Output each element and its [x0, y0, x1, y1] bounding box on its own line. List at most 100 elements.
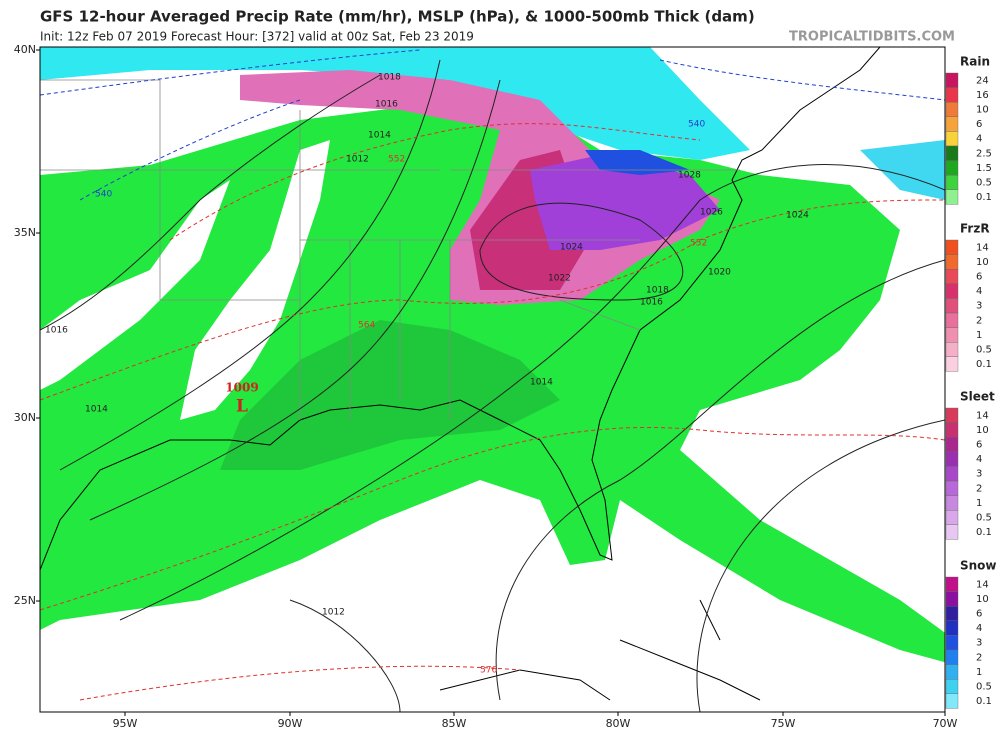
legend-label: 14 — [976, 410, 989, 421]
legend-label: 10 — [976, 425, 989, 436]
legend-label: 10 — [976, 257, 989, 268]
legend-label: 0.1 — [976, 696, 992, 707]
lon-label: 85W — [442, 717, 467, 730]
legend-swatch — [945, 87, 959, 103]
lon-label: 75W — [771, 717, 796, 730]
legend-label: 1.5 — [976, 163, 992, 174]
isobar-label: 1016 — [640, 298, 663, 308]
title: GFS 12-hour Averaged Precip Rate (mm/hr)… — [40, 8, 755, 26]
contour-labels: 1018 1016 1014 1012 552 540 540 1028 102… — [45, 73, 809, 676]
lon-label: 80W — [606, 717, 631, 730]
legend-swatch — [945, 101, 959, 117]
legend-label: 0.5 — [976, 178, 992, 189]
legend-label: 4 — [976, 286, 982, 297]
legend-swatch — [945, 480, 959, 496]
legend-label: 2 — [976, 652, 982, 663]
legend-swatch — [945, 693, 959, 709]
legend-title: Sleet — [960, 390, 995, 404]
thickness-label: 540 — [95, 190, 112, 200]
legend-swatch — [945, 437, 959, 453]
thickness-label: 564 — [358, 321, 375, 331]
legend-label: 16 — [976, 90, 989, 101]
legend-swatch — [945, 495, 959, 511]
isobar-label: 1020 — [708, 268, 731, 278]
legend-swatch — [945, 591, 959, 607]
thickness-label: 540 — [688, 120, 705, 130]
legend-label: 2 — [976, 315, 982, 326]
site-credit: TROPICALTIDBITS.COM — [789, 30, 955, 45]
legend-swatch — [945, 269, 959, 285]
legend-swatch — [945, 145, 959, 161]
thickness-lines-cold — [40, 49, 945, 201]
legend-title: FrzR — [960, 222, 990, 236]
legend-swatch — [945, 451, 959, 467]
legend-title: Snow — [960, 559, 997, 573]
legend-label: 1 — [976, 330, 982, 341]
legend-swatch — [945, 524, 959, 540]
legend-swatch — [945, 649, 959, 665]
isobar-label: 1018 — [646, 286, 669, 296]
legend-swatch — [945, 664, 959, 680]
legend-swatch — [945, 635, 959, 651]
legend-swatch — [945, 679, 959, 695]
legend-label: 4 — [976, 623, 982, 634]
dry-ocean — [790, 340, 945, 540]
thickness-label: 576 — [480, 666, 497, 676]
legend-label: 0.5 — [976, 513, 992, 524]
isobar-label: 1012 — [346, 155, 369, 165]
lat-label: 40N — [14, 43, 36, 56]
legend-swatch — [945, 620, 959, 636]
thickness-lines — [40, 123, 945, 701]
isobar-label: 1014 — [368, 131, 391, 141]
legend-label: 2 — [976, 483, 982, 494]
isobar-label: 1014 — [85, 405, 108, 415]
legend-label: 0.1 — [976, 359, 992, 370]
legend-label: 2.5 — [976, 148, 992, 159]
legend-swatch — [945, 239, 959, 255]
isobars — [40, 59, 945, 712]
lon-label: 70W — [933, 717, 958, 730]
legend-swatch — [945, 510, 959, 526]
coastline — [439, 599, 761, 701]
lat-label: 25N — [14, 594, 36, 607]
legend-label: 14 — [976, 579, 989, 590]
legend-label: 6 — [976, 609, 982, 620]
legend-swatch — [945, 466, 959, 482]
low-pressure-value: 1009 — [225, 381, 258, 395]
sleet-area — [530, 155, 720, 250]
legend-label: 0.1 — [976, 527, 992, 538]
legend-swatch — [945, 356, 959, 372]
legend-label: 6 — [976, 272, 982, 283]
lat-label: 35N — [14, 226, 36, 239]
legend-label: 24 — [976, 75, 989, 86]
coastline — [40, 47, 881, 571]
legend-swatch — [945, 298, 959, 314]
legend-swatch — [945, 606, 959, 622]
low-pressure-symbol: L — [236, 397, 248, 417]
legend-swatch — [945, 174, 959, 190]
legend-label: 1 — [976, 667, 982, 678]
legend-swatch — [945, 312, 959, 328]
map-frame — [39, 46, 946, 713]
isobar-label: 1014 — [530, 378, 553, 388]
subtitle: Init: 12z Feb 07 2019 Forecast Hour: [37… — [40, 30, 474, 44]
legend-swatch — [945, 342, 959, 358]
legend-label: 0.5 — [976, 345, 992, 356]
legend-label: 4 — [976, 134, 982, 145]
legend-swatch — [945, 407, 959, 423]
thickness-label: 552 — [388, 155, 405, 165]
snow-area — [860, 140, 945, 200]
isobar-label: 1024 — [560, 243, 583, 253]
legend-label: 14 — [976, 242, 989, 253]
map: 1018 1016 1014 1012 552 540 540 1028 102… — [39, 46, 946, 713]
legend-label: 10 — [976, 594, 989, 605]
dry-gap — [40, 180, 230, 390]
legend-label: 6 — [976, 119, 982, 130]
legend-swatch — [945, 254, 959, 270]
legend-swatch — [945, 189, 959, 205]
legend-title: Rain — [960, 55, 990, 69]
isobar-label: 1016 — [45, 326, 68, 336]
dry-gap — [180, 140, 330, 420]
legend-label: 3 — [976, 638, 982, 649]
